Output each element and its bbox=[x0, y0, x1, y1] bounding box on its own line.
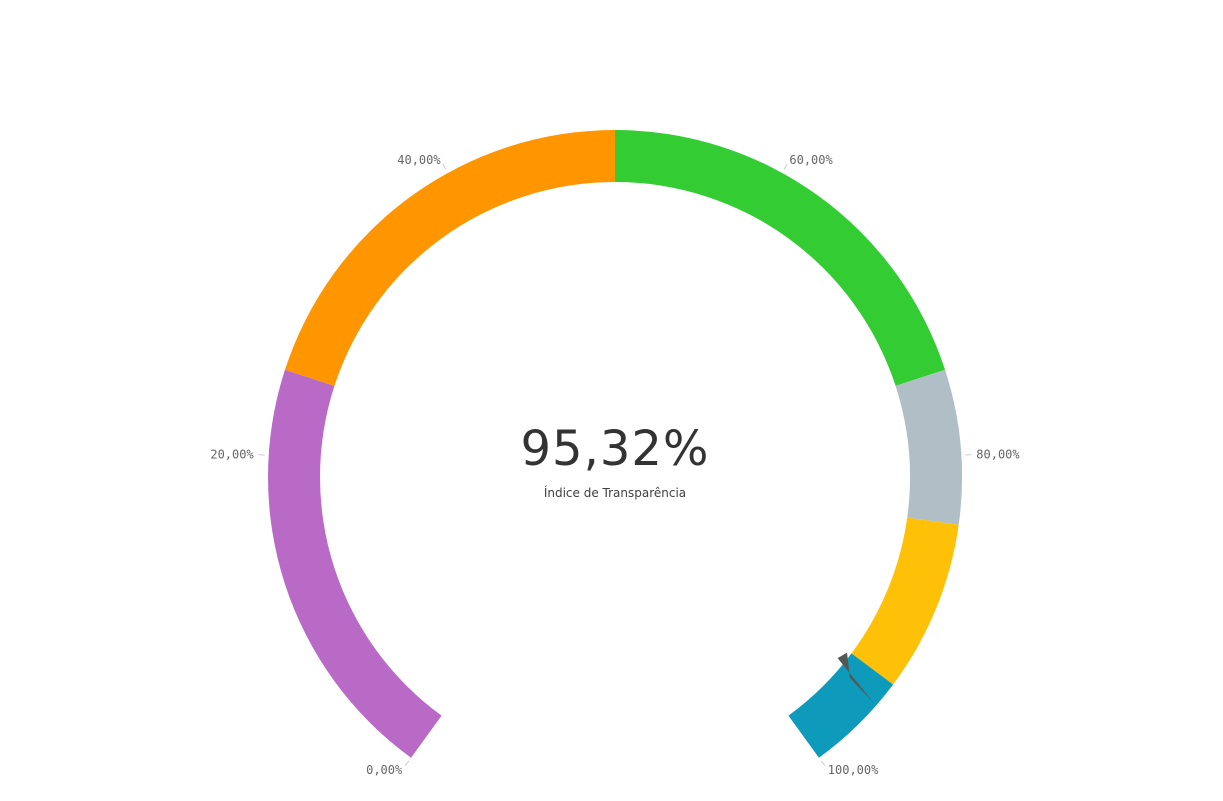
gauge-segment-0 bbox=[267, 369, 442, 758]
gauge-title: Índice de Transparência bbox=[544, 485, 686, 500]
gauge-segment-4 bbox=[851, 517, 959, 685]
gauge-value: 95,32% bbox=[520, 421, 709, 477]
tick-mark-2 bbox=[442, 163, 447, 170]
tick-label-1: 20,00% bbox=[210, 447, 254, 461]
tick-label-5: 100,00% bbox=[828, 763, 879, 777]
tick-mark-3 bbox=[783, 163, 788, 170]
tick-label-4: 80,00% bbox=[976, 447, 1020, 461]
gauge-needle bbox=[837, 652, 874, 703]
gauge-ticks: 0,00% 20,00% 40,00% 60,00% 80,00% 100,00% bbox=[210, 153, 1020, 777]
tick-label-2: 40,00% bbox=[397, 153, 441, 167]
gauge-segment-5 bbox=[788, 653, 894, 758]
gauge-segment-1 bbox=[284, 130, 615, 386]
gauge-segment-2 bbox=[615, 130, 946, 386]
tick-mark-0 bbox=[404, 760, 410, 767]
tick-label-0: 0,00% bbox=[366, 763, 403, 777]
gauge-segment-3 bbox=[895, 369, 963, 525]
gauge-segments bbox=[267, 130, 963, 758]
tick-label-3: 60,00% bbox=[789, 153, 833, 167]
tick-mark-5 bbox=[820, 760, 826, 767]
gauge-needle-group bbox=[837, 652, 874, 703]
